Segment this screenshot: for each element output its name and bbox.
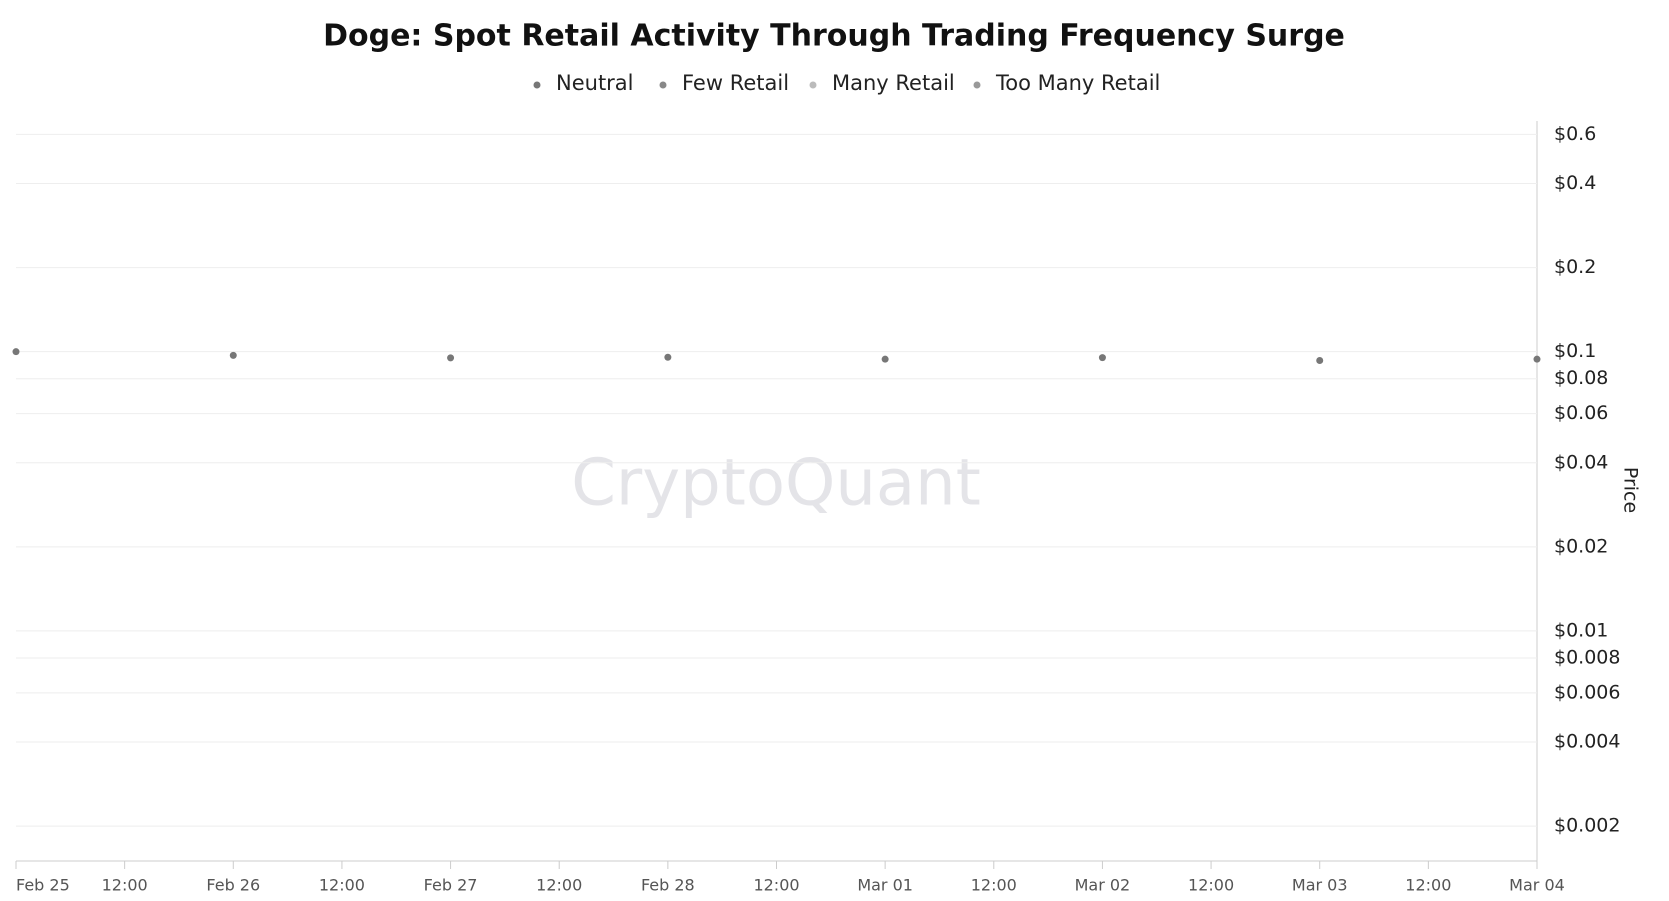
x-tick-label: Feb 28	[641, 876, 695, 895]
point	[1533, 355, 1541, 363]
y-axis-title: Price	[1620, 467, 1642, 513]
y-tick-label: $0.004	[1554, 731, 1620, 753]
legend-label: Many Retail	[832, 71, 955, 95]
x-tick-label: 12:00	[1405, 876, 1451, 895]
x-tick-label: Mar 04	[1509, 876, 1565, 895]
legend-marker	[533, 81, 541, 89]
point	[881, 355, 889, 363]
point	[1316, 356, 1324, 364]
legend-label: Too Many Retail	[995, 71, 1160, 95]
y-tick-label: $0.4	[1554, 172, 1596, 194]
y-tick-label: $0.2	[1554, 256, 1596, 278]
y-tick-label: $0.006	[1554, 681, 1620, 703]
y-tick-label: $0.1	[1554, 340, 1596, 362]
x-tick-label: 12:00	[1188, 876, 1234, 895]
legend-marker	[659, 81, 667, 89]
y-tick-label: $0.02	[1554, 535, 1608, 557]
point	[12, 348, 20, 356]
y-tick-label: $0.6	[1554, 123, 1596, 145]
y-tick-label: $0.002	[1554, 815, 1620, 837]
y-tick-label: $0.06	[1554, 402, 1608, 424]
x-tick-label: 12:00	[319, 876, 365, 895]
y-tick-label: $0.008	[1554, 646, 1620, 668]
legend-marker	[973, 81, 981, 89]
legend-label: Neutral	[556, 71, 634, 95]
chart-title: Doge: Spot Retail Activity Through Tradi…	[323, 19, 1345, 54]
x-tick-label: 12:00	[971, 876, 1017, 895]
point	[664, 353, 672, 361]
legend-marker	[809, 81, 817, 89]
point	[447, 354, 455, 362]
point	[1098, 354, 1106, 362]
y-tick-label: $0.08	[1554, 367, 1608, 389]
x-tick-label: Feb 27	[424, 876, 478, 895]
x-tick-label: 12:00	[536, 876, 582, 895]
x-tick-label: Mar 02	[1075, 876, 1131, 895]
x-tick-label: Mar 01	[857, 876, 913, 895]
y-tick-label: $0.04	[1554, 451, 1608, 473]
watermark: CryptoQuant	[571, 447, 981, 521]
y-tick-label: $0.01	[1554, 619, 1608, 641]
legend-label: Few Retail	[682, 71, 789, 95]
x-tick-label: 12:00	[102, 876, 148, 895]
x-tick-label: 12:00	[753, 876, 799, 895]
x-tick-label: Mar 03	[1292, 876, 1348, 895]
point	[229, 351, 237, 359]
x-tick-label: Feb 25	[16, 876, 70, 895]
x-tick-label: Feb 26	[206, 876, 260, 895]
